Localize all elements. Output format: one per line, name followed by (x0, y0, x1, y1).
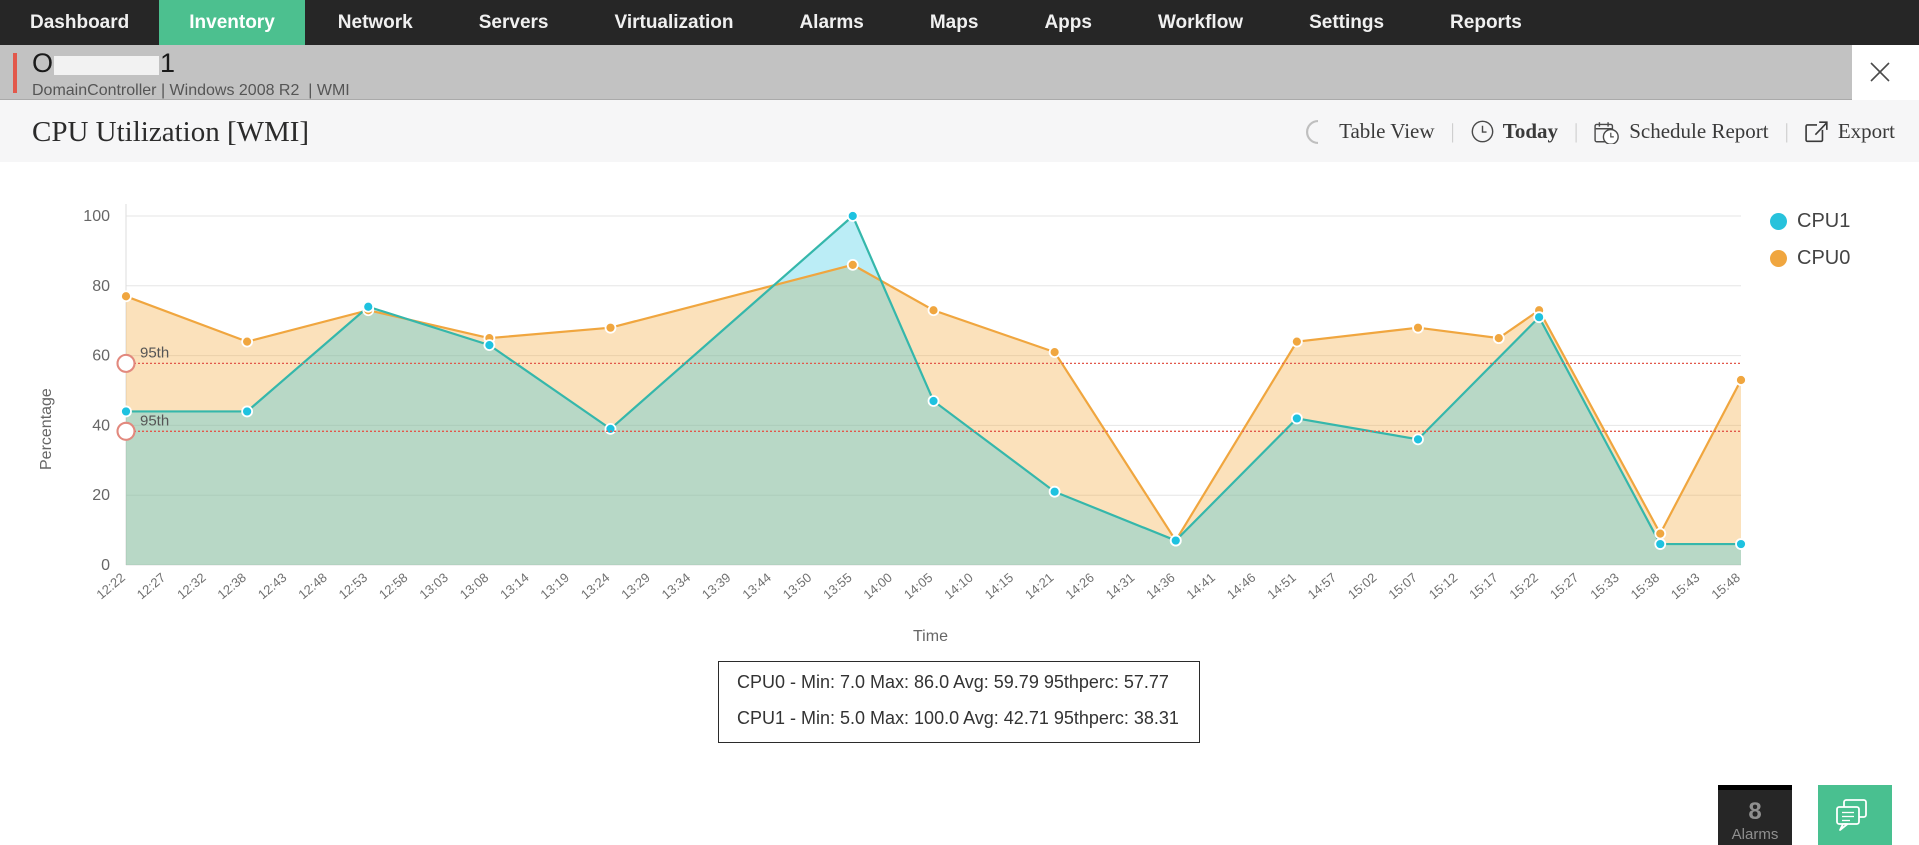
svg-text:15:33: 15:33 (1587, 570, 1622, 602)
svg-text:13:19: 13:19 (537, 570, 572, 602)
svg-text:0: 0 (101, 557, 110, 574)
svg-text:15:48: 15:48 (1708, 570, 1743, 602)
svg-text:12:32: 12:32 (174, 570, 209, 602)
svg-text:15:27: 15:27 (1547, 570, 1582, 602)
svg-text:80: 80 (92, 278, 110, 295)
svg-text:13:55: 13:55 (820, 570, 855, 602)
svg-text:15:38: 15:38 (1628, 570, 1663, 602)
svg-text:15:02: 15:02 (1345, 570, 1380, 602)
svg-text:13:08: 13:08 (457, 570, 492, 602)
svg-text:20: 20 (92, 487, 110, 504)
svg-text:12:48: 12:48 (295, 570, 330, 602)
svg-text:13:14: 13:14 (497, 570, 532, 602)
svg-text:14:36: 14:36 (1143, 570, 1178, 602)
svg-text:15:07: 15:07 (1385, 570, 1420, 602)
svg-text:14:46: 14:46 (1224, 570, 1259, 602)
svg-text:60: 60 (92, 348, 110, 365)
svg-text:14:57: 14:57 (1305, 570, 1340, 602)
svg-text:13:50: 13:50 (780, 570, 815, 602)
svg-text:15:43: 15:43 (1668, 570, 1703, 602)
svg-text:15:22: 15:22 (1506, 570, 1541, 602)
svg-text:14:41: 14:41 (1183, 570, 1218, 602)
svg-text:13:34: 13:34 (659, 570, 694, 602)
svg-text:100: 100 (83, 208, 110, 225)
svg-text:95th: 95th (140, 412, 169, 429)
svg-text:12:38: 12:38 (214, 570, 249, 602)
svg-text:12:58: 12:58 (376, 570, 411, 602)
svg-text:14:21: 14:21 (1022, 570, 1057, 602)
svg-text:13:44: 13:44 (739, 570, 774, 602)
svg-text:12:22: 12:22 (93, 570, 128, 602)
svg-text:14:31: 14:31 (1103, 570, 1138, 602)
svg-text:12:43: 12:43 (255, 570, 290, 602)
svg-text:40: 40 (92, 417, 110, 434)
svg-text:13:29: 13:29 (618, 570, 653, 602)
svg-text:95th: 95th (140, 344, 169, 361)
svg-text:15:17: 15:17 (1466, 570, 1501, 602)
svg-text:13:03: 13:03 (416, 570, 451, 602)
svg-text:13:39: 13:39 (699, 570, 734, 602)
svg-text:14:00: 14:00 (860, 570, 895, 602)
svg-text:15:12: 15:12 (1426, 570, 1461, 602)
svg-text:14:05: 14:05 (901, 570, 936, 602)
svg-text:14:10: 14:10 (941, 570, 976, 602)
svg-text:14:26: 14:26 (1062, 570, 1097, 602)
svg-text:14:51: 14:51 (1264, 570, 1299, 602)
svg-text:12:53: 12:53 (336, 570, 371, 602)
svg-text:14:15: 14:15 (982, 570, 1017, 602)
svg-text:13:24: 13:24 (578, 570, 613, 602)
svg-text:12:27: 12:27 (134, 570, 169, 602)
